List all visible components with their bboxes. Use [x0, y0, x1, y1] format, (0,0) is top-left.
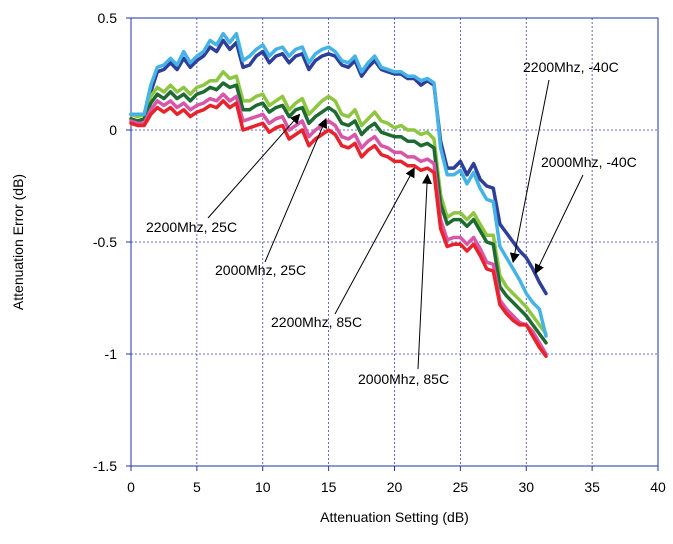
- annotation-label: 2200Mhz, -40C: [523, 59, 619, 75]
- annotations: 2200Mhz, -40C 2000Mhz, -40C 2200Mhz, 25C 20…: [146, 59, 637, 387]
- series-line: [129, 81, 548, 345]
- annotation-arrow: [207, 113, 301, 219]
- x-tick-label: 5: [193, 479, 201, 495]
- annotation-label: 2200Mhz, 85C: [271, 314, 362, 330]
- annotation-label: 2000Mhz, 25C: [215, 262, 306, 278]
- annotation-arrow: [534, 174, 584, 275]
- x-tick-label: 10: [255, 479, 271, 495]
- x-tick-label: 20: [387, 479, 403, 495]
- annotation-label: 2000Mhz, -40C: [541, 154, 637, 170]
- series-line: [129, 92, 548, 356]
- series-line: [129, 99, 548, 358]
- annotation-arrow: [417, 173, 432, 370]
- y-tick-label: 0: [109, 122, 117, 138]
- y-tick-label: -1.5: [93, 458, 117, 474]
- grid: [130, 17, 659, 467]
- y-tick-label: -1: [105, 346, 118, 362]
- x-tick-label: 30: [518, 479, 534, 495]
- y-tick-label: 0.5: [98, 10, 118, 26]
- annotation-arrow: [264, 117, 328, 263]
- series-line: [129, 70, 548, 336]
- x-tick-label: 15: [321, 479, 337, 495]
- x-tick-label: 40: [650, 479, 666, 495]
- axis-ticks: 0.5 0 -0.5 -1 -1.5 0 5 10 15 20 25 30 35 40: [93, 10, 666, 495]
- x-tick-label: 35: [584, 479, 600, 495]
- annotation-arrow: [509, 79, 550, 264]
- annotation-label: 2000Mhz, 85C: [358, 371, 449, 387]
- x-tick-label: 25: [453, 479, 469, 495]
- annotation-arrow: [334, 167, 415, 315]
- series-line: [129, 31, 548, 338]
- annotation-label: 2200Mhz, 25C: [146, 219, 237, 235]
- series-lines: [129, 31, 548, 358]
- x-tick-label: 0: [127, 479, 135, 495]
- x-axis-title: Attenuation Setting (dB): [320, 509, 469, 525]
- y-axis-title: Attenuation Error (dB): [10, 174, 26, 310]
- series-line: [129, 38, 548, 296]
- y-tick-label: -0.5: [93, 234, 117, 250]
